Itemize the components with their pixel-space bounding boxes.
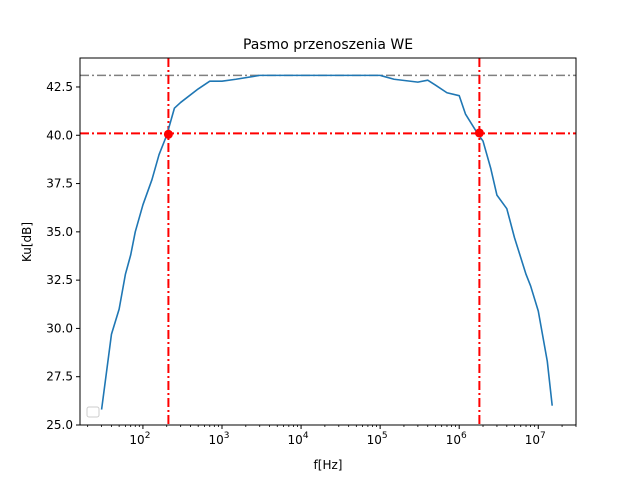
- y-tick-label-1: 27.5: [46, 370, 73, 384]
- x-tick-exponent: 3: [224, 431, 230, 441]
- x-tick-base: 10: [446, 433, 461, 447]
- x-tick-exponent: 4: [303, 431, 309, 441]
- x-tick-label-4: 106: [446, 431, 467, 447]
- y-tick-label-2: 30.0: [46, 321, 73, 335]
- x-tick-label-5: 107: [525, 431, 546, 447]
- plot-marks: [80, 58, 576, 425]
- x-tick-label-1: 103: [208, 431, 229, 447]
- legend: [86, 406, 100, 418]
- y-tick-label-0: 25.0: [46, 418, 73, 432]
- y-tick-label-6: 40.0: [46, 128, 73, 142]
- x-axis-label: f[Hz]: [314, 458, 343, 472]
- x-tick-base: 10: [288, 433, 303, 447]
- series-line-0: [100, 74, 553, 410]
- chart-title: Pasmo przenoszenia WE: [243, 37, 413, 53]
- x-tick-label-2: 104: [288, 431, 309, 447]
- plot-area: [80, 58, 576, 425]
- x-tick-base: 10: [525, 433, 540, 447]
- y-tick-label-7: 42.5: [46, 80, 73, 94]
- y-axis-label: Ku[dB]: [20, 222, 34, 262]
- x-tick-exponent: 6: [461, 431, 467, 441]
- axes-frame: [79, 57, 577, 426]
- x-tick-base: 10: [367, 433, 382, 447]
- x-tick-label-3: 105: [367, 431, 388, 447]
- x-tick-exponent: 7: [540, 431, 546, 441]
- cutoff-point-1: [474, 128, 484, 138]
- x-tick-base: 10: [208, 433, 223, 447]
- cutoff-point-0: [163, 129, 173, 139]
- x-tick-label-0: 102: [129, 431, 150, 447]
- y-tick-label-4: 35.0: [46, 225, 73, 239]
- x-tick-exponent: 5: [382, 431, 388, 441]
- x-tick-base: 10: [129, 433, 144, 447]
- y-tick-label-5: 37.5: [46, 177, 73, 191]
- plot-background: [80, 58, 576, 425]
- y-tick-label-3: 32.5: [46, 273, 73, 287]
- x-tick-exponent: 2: [145, 431, 151, 441]
